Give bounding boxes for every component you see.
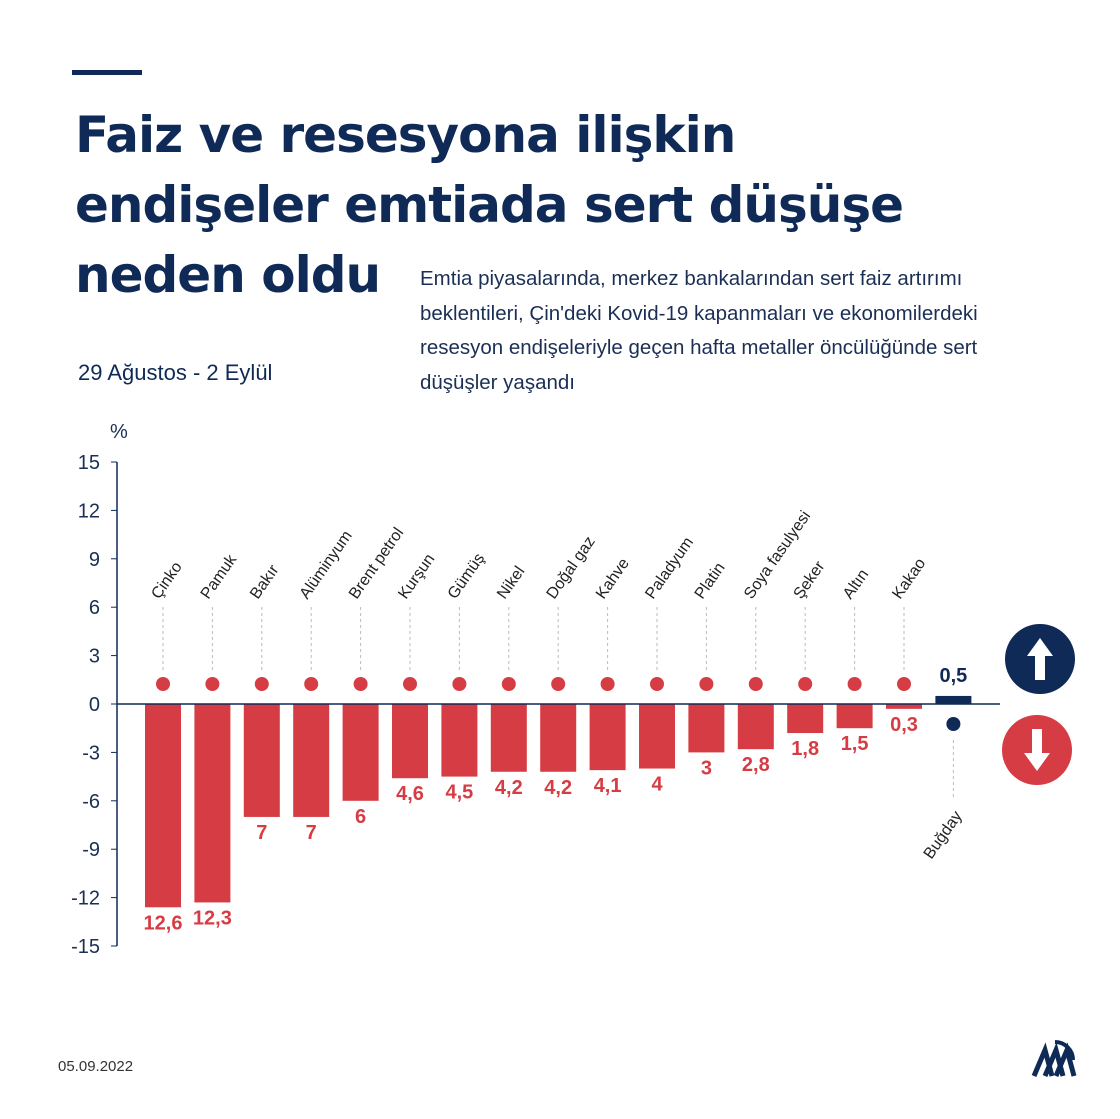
bar — [342, 704, 379, 801]
data-label: 4 — [651, 774, 663, 796]
bar — [490, 704, 527, 772]
page-title: Faiz ve resesyona ilişkin endişeler emti… — [75, 100, 975, 310]
category-label: Paladyum — [642, 534, 697, 602]
y-tick-label: -15 — [71, 936, 100, 958]
wheat-icon — [946, 717, 961, 731]
category-label: Nikel — [494, 563, 528, 602]
data-label: 0,3 — [890, 714, 918, 736]
data-label: 7 — [306, 822, 317, 844]
bar — [836, 704, 873, 729]
y-tick-label: -9 — [82, 839, 100, 861]
bar — [441, 704, 478, 777]
title-line: neden oldu — [75, 246, 381, 304]
data-label: 12,6 — [144, 912, 183, 934]
category-label: Kurşun — [395, 551, 438, 602]
bar — [639, 704, 675, 769]
data-label: 4,2 — [495, 777, 523, 799]
arrow-down-glyph — [1024, 729, 1050, 771]
bar — [935, 695, 972, 704]
oil-barrel-icon — [353, 677, 368, 691]
y-tick-label: -3 — [82, 742, 100, 764]
metal-ingot-icon — [501, 677, 516, 691]
description: Emtia piyasalarında, merkez bankalarında… — [420, 267, 978, 394]
metal-ingot-icon — [847, 677, 862, 691]
bar — [737, 704, 774, 750]
data-label: 3 — [701, 757, 712, 779]
data-label: 4,2 — [544, 777, 572, 799]
bar — [392, 704, 428, 779]
data-label: 4,1 — [594, 775, 622, 797]
bar — [688, 704, 725, 753]
coffee-bean-icon — [600, 677, 615, 691]
title-line: endişeler emtiada sert düşüşe — [75, 176, 904, 234]
category-label: Gümüş — [445, 550, 489, 602]
data-label: 2,8 — [742, 754, 770, 776]
data-label: 6 — [355, 806, 366, 828]
bar — [540, 704, 577, 772]
bar — [194, 704, 231, 903]
category-label: Platin — [692, 560, 729, 603]
y-tick-label: -6 — [82, 791, 100, 813]
category-label: Altın — [840, 566, 872, 602]
data-label: 0,5 — [939, 665, 967, 687]
data-label: 7 — [256, 822, 267, 844]
bar — [589, 704, 626, 771]
header-rule — [72, 70, 142, 75]
bar — [293, 704, 330, 817]
y-axis-label: % — [110, 421, 128, 443]
flame-icon — [551, 677, 566, 691]
data-label: 12,3 — [193, 907, 232, 929]
data-label: 4,6 — [396, 783, 424, 805]
soybean-icon — [748, 677, 763, 691]
date-range: 29 Ağustos - 2 Eylül — [78, 360, 273, 385]
category-label: Bakır — [247, 561, 283, 602]
metal-ingot-icon — [650, 677, 664, 691]
category-label: Kakao — [889, 555, 929, 602]
metal-ingot-icon — [304, 677, 319, 691]
bar — [145, 704, 181, 908]
y-tick-label: 9 — [89, 549, 100, 571]
category-label: Doğal gaz — [544, 534, 599, 603]
y-tick-label: 3 — [89, 646, 100, 668]
metal-ingot-icon — [403, 677, 417, 691]
data-label: 1,5 — [841, 733, 869, 755]
aa-logo — [1030, 1040, 1080, 1085]
category-label: Çinko — [148, 559, 185, 602]
data-label: 4,5 — [445, 782, 473, 804]
y-tick-label: 6 — [89, 597, 100, 619]
y-tick-label: 12 — [78, 500, 100, 522]
metal-ingot-icon — [452, 677, 467, 691]
y-tick-label: -12 — [71, 888, 100, 910]
category-label: Kahve — [593, 555, 633, 602]
bar — [243, 704, 280, 817]
metal-ingot-icon — [156, 677, 170, 691]
y-tick-label: 0 — [89, 694, 100, 716]
footer-date: 05.09.2022 — [58, 1058, 134, 1075]
y-tick-label: 15 — [78, 452, 100, 474]
bar — [886, 704, 922, 709]
bar — [787, 704, 824, 734]
category-label: Buğday — [921, 808, 966, 862]
metal-ingot-icon — [254, 677, 269, 691]
cocoa-icon — [897, 677, 911, 691]
arrow-up-glyph — [1027, 638, 1053, 680]
category-label: Şeker — [791, 558, 829, 603]
sugar-sack-icon — [798, 677, 813, 691]
category-label: Pamuk — [198, 551, 241, 602]
data-label: 1,8 — [791, 738, 819, 760]
cotton-icon — [205, 677, 220, 691]
title-line: Faiz ve resesyona ilişkin — [75, 106, 736, 164]
metal-ingot-icon — [699, 677, 714, 691]
